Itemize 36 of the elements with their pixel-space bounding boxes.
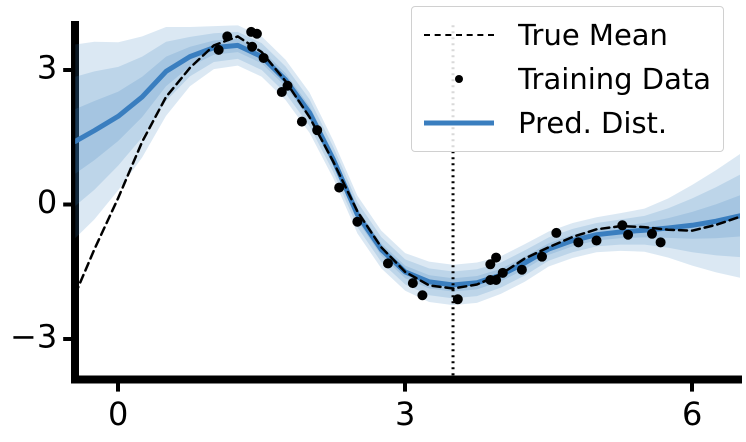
point bbox=[516, 264, 527, 275]
point bbox=[656, 237, 666, 248]
point bbox=[352, 216, 362, 227]
x-tick-label: 0 bbox=[108, 395, 128, 434]
point bbox=[312, 125, 322, 136]
y-tick-label: 0 bbox=[36, 182, 58, 221]
point bbox=[417, 290, 428, 300]
legend-label: Pred. Dist. bbox=[518, 106, 668, 140]
point bbox=[617, 220, 628, 230]
point bbox=[247, 42, 258, 52]
legend-label: True Mean bbox=[518, 18, 668, 52]
point bbox=[276, 87, 287, 98]
point bbox=[334, 182, 344, 193]
point bbox=[573, 237, 584, 248]
x-tick-label: 3 bbox=[395, 395, 416, 434]
point bbox=[485, 259, 496, 270]
point bbox=[623, 230, 634, 240]
point bbox=[252, 28, 262, 39]
point bbox=[536, 252, 547, 262]
y-tick-label: 3 bbox=[36, 48, 58, 86]
point bbox=[452, 294, 463, 304]
point bbox=[408, 278, 418, 288]
y-tick-label: −3 bbox=[10, 318, 58, 356]
point bbox=[282, 80, 293, 91]
point bbox=[498, 268, 508, 278]
point bbox=[491, 252, 502, 263]
point bbox=[382, 258, 393, 268]
x-tick-label: 6 bbox=[682, 395, 702, 434]
point bbox=[258, 52, 269, 63]
point bbox=[551, 228, 562, 238]
point bbox=[222, 31, 232, 42]
point bbox=[214, 44, 224, 55]
point bbox=[646, 228, 657, 239]
point bbox=[296, 116, 307, 127]
point bbox=[592, 236, 602, 246]
legend-label: Training Data bbox=[518, 62, 711, 96]
